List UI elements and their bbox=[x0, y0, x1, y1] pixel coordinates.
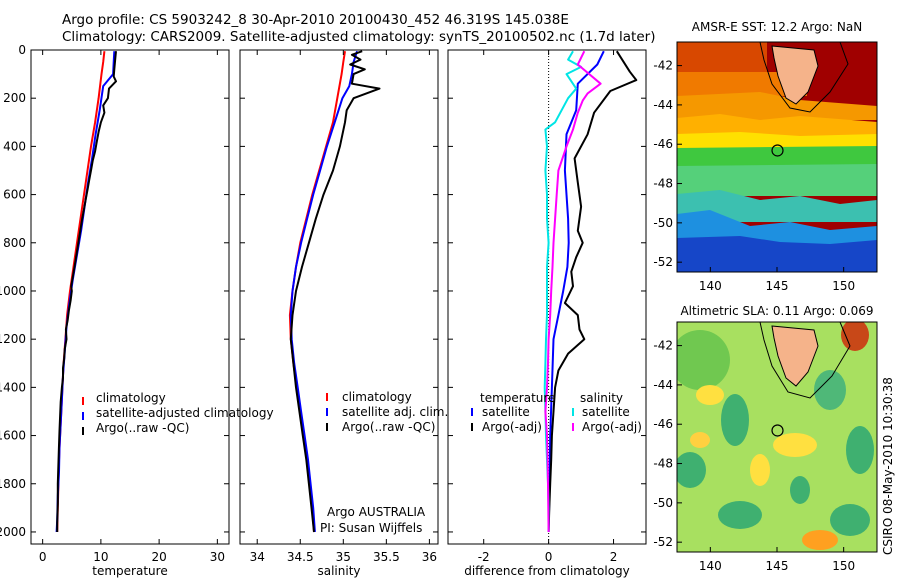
y-tick-label: 1400 bbox=[0, 380, 26, 394]
x-tick-label: 150 bbox=[832, 279, 855, 293]
argo-position-marker bbox=[771, 144, 784, 157]
x-tick-label: 0 bbox=[545, 550, 553, 564]
x-tick-label: 0 bbox=[39, 550, 47, 564]
sst-map-panel: AMSR-E SST: 12.2 Argo: NaN 140 145 150 -42 -… bbox=[653, 20, 878, 293]
series-line-climatology bbox=[288, 51, 346, 533]
legend-label: Argo(..raw -QC) bbox=[96, 421, 189, 435]
float-pi-label: PI: Susan Wijffels bbox=[320, 521, 422, 535]
x-tick-label: 35.5 bbox=[373, 550, 400, 564]
y-tick-label: -50 bbox=[653, 496, 673, 510]
y-tick-label: 2000 bbox=[0, 525, 26, 539]
salinity-xlabel: salinity bbox=[317, 564, 360, 578]
temperature-legend: climatology satellite-adjusted climatolo… bbox=[82, 391, 274, 435]
csiro-timestamp: CSIRO 08-May-2010 10:30:38 bbox=[881, 377, 895, 555]
x-tick-label: 145 bbox=[766, 559, 789, 573]
legend-label: climatology bbox=[96, 391, 166, 405]
x-tick-label: 30 bbox=[210, 550, 225, 564]
x-tick-label: 34 bbox=[250, 550, 265, 564]
argo-position-marker bbox=[771, 424, 784, 437]
sst-map-title: AMSR-E SST: 12.2 Argo: NaN bbox=[692, 20, 862, 34]
legend-label: climatology bbox=[342, 390, 412, 404]
legend-label: satellite adj. clim. bbox=[342, 405, 448, 419]
sla-map-ticks: 140 145 150 -42 -44 -46 -48 -50 -52 bbox=[653, 339, 855, 573]
sst-map-field bbox=[677, 42, 877, 272]
sla-map-title: Altimetric SLA: 0.11 Argo: 0.069 bbox=[680, 304, 873, 318]
y-tick-label: -42 bbox=[653, 339, 673, 353]
legend-label: Argo(-adj) bbox=[582, 420, 642, 434]
x-tick-label: -2 bbox=[478, 550, 490, 564]
x-tick-label: 10 bbox=[93, 550, 108, 564]
x-tick-label: 140 bbox=[699, 279, 722, 293]
legend-label: Argo(-adj) bbox=[482, 420, 542, 434]
sla-map-field bbox=[677, 322, 877, 552]
y-tick-label: 1800 bbox=[0, 477, 26, 491]
x-tick-label: 140 bbox=[699, 559, 722, 573]
y-tick-label: 800 bbox=[3, 236, 26, 250]
difference-ticks: -2 0 2 bbox=[448, 49, 646, 564]
x-tick-label: 150 bbox=[832, 559, 855, 573]
series-line-temperature-satellite bbox=[547, 50, 605, 533]
y-tick-label: -52 bbox=[653, 255, 673, 269]
legend-header-salinity: salinity bbox=[580, 391, 623, 405]
temperature-series bbox=[55, 51, 117, 533]
y-tick-label: 200 bbox=[3, 91, 26, 105]
temperature-profile-panel: 0 10 20 30 0 200 400 600 800 1000 1200 1400 1600 1800… bbox=[0, 43, 274, 578]
x-tick-label: 145 bbox=[766, 279, 789, 293]
legend-label: Argo(..raw -QC) bbox=[342, 420, 435, 434]
y-tick-label: -44 bbox=[653, 378, 673, 392]
x-tick-label: 34.5 bbox=[287, 550, 314, 564]
y-tick-label: 1000 bbox=[0, 284, 26, 298]
y-tick-label: 1600 bbox=[0, 429, 26, 443]
series-line-argo-raw-qc- bbox=[56, 51, 117, 532]
series-line-argo-raw-qc- bbox=[289, 50, 381, 533]
salinity-legend: climatology satellite adj. clim. Argo(..… bbox=[326, 390, 448, 434]
sst-map-ticks: 140 145 150 -42 -44 -46 -48 -50 -52 bbox=[653, 59, 855, 293]
x-tick-label: 20 bbox=[151, 550, 166, 564]
legend-label: satellite bbox=[582, 405, 630, 419]
series-line-satellite-adjusted-climatology bbox=[55, 51, 116, 533]
y-tick-label: -52 bbox=[653, 535, 673, 549]
y-tick-label: 600 bbox=[3, 188, 26, 202]
salinity-series bbox=[288, 50, 381, 533]
difference-legend: temperature salinity satellite Argo(-adj… bbox=[471, 391, 642, 434]
y-tick-label: -42 bbox=[653, 59, 673, 73]
salinity-axes-frame bbox=[239, 49, 439, 545]
y-tick-label: 400 bbox=[3, 139, 26, 153]
sla-map-panel: Altimetric SLA: 0.11 Argo: 0.069 140 145 1… bbox=[653, 304, 878, 573]
y-tick-label: 0 bbox=[18, 43, 26, 57]
temperature-ticks: 0 10 20 30 0 200 400 600 800 1000 1200 1400 1600 1800… bbox=[0, 43, 229, 564]
x-tick-label: 35 bbox=[336, 550, 351, 564]
difference-series bbox=[543, 50, 638, 544]
series-line-salinity-argo-adj- bbox=[544, 50, 602, 533]
salinity-ticks: 34 34.5 35 35.5 36 bbox=[240, 49, 438, 564]
x-tick-label: 2 bbox=[610, 550, 618, 564]
float-owner-label: Argo AUSTRALIA bbox=[327, 505, 426, 519]
legend-header-temperature: temperature bbox=[480, 391, 555, 405]
legend-label: satellite bbox=[482, 405, 530, 419]
y-tick-label: 1200 bbox=[0, 332, 26, 346]
salinity-profile-panel: 34 34.5 35 35.5 36 salinity climatology sate… bbox=[239, 49, 448, 578]
title-line-2: Climatology: CARS2009. Satellite-adjuste… bbox=[62, 29, 656, 45]
y-tick-label: -48 bbox=[653, 177, 673, 191]
y-tick-label: -46 bbox=[653, 417, 673, 431]
temperature-xlabel: temperature bbox=[92, 564, 167, 578]
y-tick-label: -46 bbox=[653, 137, 673, 151]
y-tick-label: -50 bbox=[653, 216, 673, 230]
x-tick-label: 36 bbox=[422, 550, 437, 564]
legend-label: satellite-adjusted climatology bbox=[96, 406, 274, 420]
series-line-temperature-argo-adj- bbox=[547, 50, 638, 533]
series-line-satellite-adj-clim- bbox=[289, 50, 359, 533]
y-tick-label: -44 bbox=[653, 98, 673, 112]
temperature-axes-frame bbox=[30, 49, 230, 545]
difference-axes-frame bbox=[447, 49, 647, 545]
y-tick-label: -48 bbox=[653, 457, 673, 471]
title-line-1: Argo profile: CS 5903242_8 30-Apr-2010 2… bbox=[62, 12, 569, 28]
difference-xlabel: difference from climatology bbox=[464, 564, 630, 578]
difference-profile-panel: -2 0 2 difference from climatology tempera… bbox=[447, 49, 647, 578]
